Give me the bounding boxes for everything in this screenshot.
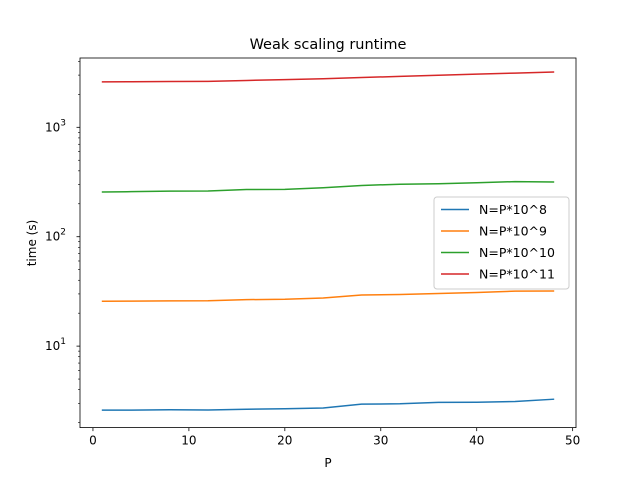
x-tick-label: 0 <box>89 434 97 448</box>
axes-frame <box>79 57 577 429</box>
x-tick-label: 20 <box>277 434 292 448</box>
y-tick-label-exponent: 3 <box>60 118 66 128</box>
legend: N=P*10^8 N=P*10^9 N=P*10^10 N=P*10^11 <box>433 196 570 290</box>
x-tick-label: 30 <box>373 434 388 448</box>
chart-title: Weak scaling runtime <box>250 37 407 53</box>
x-axis-label: P <box>324 456 331 470</box>
legend-label: N=P*10^11 <box>479 267 555 282</box>
series-line-4 <box>101 71 555 83</box>
legend-label: N=P*10^9 <box>479 224 547 239</box>
y-tick-label-exponent: 1 <box>60 337 66 347</box>
series-line-1 <box>101 398 555 411</box>
series-line-3 <box>101 180 555 193</box>
legend-label: N=P*10^10 <box>479 245 555 260</box>
x-tick-label: 50 <box>565 434 580 448</box>
legend-label: N=P*10^8 <box>479 202 547 217</box>
legend-box <box>433 196 570 290</box>
y-tick-label: 102 <box>45 228 66 244</box>
y-axis-label: time (s) <box>25 220 39 267</box>
y-tick-label: 103 <box>45 118 66 134</box>
y-tick-label: 101 <box>45 337 66 353</box>
y-tick-label-base: 10 <box>45 120 60 134</box>
y-tick-label-base: 10 <box>45 339 60 353</box>
y-tick-label-base: 10 <box>45 230 60 244</box>
y-tick-label-exponent: 2 <box>60 228 66 238</box>
x-tick-label: 10 <box>181 434 196 448</box>
series-line-2 <box>101 290 555 303</box>
x-tick-label: 40 <box>469 434 484 448</box>
